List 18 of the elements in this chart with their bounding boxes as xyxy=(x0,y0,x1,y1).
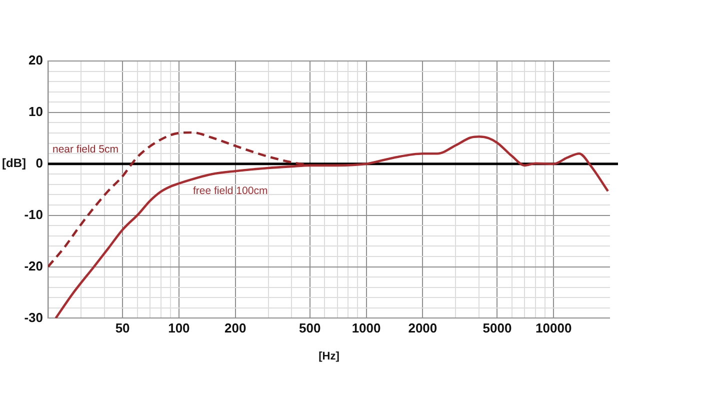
x-tick-label: 2000 xyxy=(408,320,438,336)
x-tick-label: 100 xyxy=(168,320,190,336)
y-tick-label: 0 xyxy=(36,155,43,170)
y-tick-label: -20 xyxy=(24,258,43,274)
y-tick-label: 10 xyxy=(28,104,43,120)
y-tick-label: 20 xyxy=(28,52,43,68)
x-tick-label: 10000 xyxy=(536,320,572,336)
y-tick-label: -10 xyxy=(24,206,43,222)
x-tick-label: 5000 xyxy=(482,320,512,336)
x-axis-title: [Hz] xyxy=(318,350,340,362)
x-tick-label: 200 xyxy=(224,320,246,336)
x-tick-label: 1000 xyxy=(352,320,381,336)
x-tick-label: 500 xyxy=(299,320,321,336)
series-label: near field 5cm xyxy=(52,144,119,156)
series-label: free field 100cm xyxy=(192,184,268,197)
x-tick-label: 50 xyxy=(115,320,130,336)
y-tick-label: -30 xyxy=(24,310,43,325)
y-axis-title: [dB] xyxy=(2,156,26,170)
